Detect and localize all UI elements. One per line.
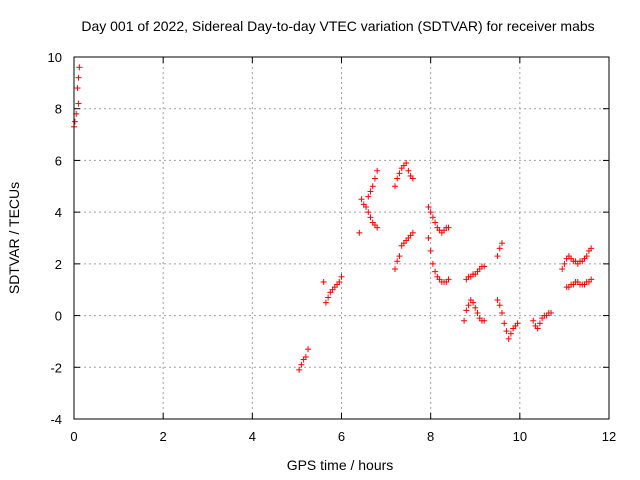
data-point — [322, 299, 329, 306]
data-point — [470, 299, 477, 306]
data-point — [445, 224, 452, 231]
data-point — [356, 229, 363, 236]
data-point — [403, 160, 410, 167]
data-point — [374, 224, 381, 231]
data-point — [405, 167, 412, 174]
data-point — [505, 335, 512, 342]
data-point — [336, 278, 343, 285]
data-point — [427, 209, 434, 216]
data-point — [394, 258, 401, 265]
data-point — [474, 309, 481, 316]
data-point — [363, 203, 370, 210]
data-point — [371, 175, 378, 182]
y-tick-label: 0 — [55, 309, 62, 324]
data-point — [429, 214, 436, 221]
data-point — [365, 209, 372, 216]
data-point — [465, 302, 472, 309]
data-point — [320, 278, 327, 285]
plot-frame — [73, 56, 610, 420]
data-point — [472, 304, 479, 311]
data-point — [548, 309, 555, 316]
data-point — [499, 309, 505, 316]
data-point — [481, 317, 488, 324]
data-point — [396, 253, 403, 260]
data-point — [298, 361, 305, 368]
data-point — [425, 203, 432, 210]
data-point — [496, 245, 503, 252]
y-tick-label: 8 — [55, 102, 62, 117]
x-tick-label: 2 — [160, 429, 167, 444]
tick-labels: 0 2 4 6 8 10 12 -4 -2 0 2 4 6 8 10 — [48, 50, 617, 444]
x-tick-label: 0 — [70, 429, 77, 444]
y-tick-label: 10 — [48, 50, 62, 65]
y-tick-label: 2 — [55, 257, 62, 272]
data-point — [325, 294, 332, 301]
data-point — [74, 85, 81, 92]
data-point — [530, 317, 537, 324]
y-axis-label: SDTVAR / TECUs — [6, 182, 22, 294]
data-point — [507, 330, 514, 337]
data-point — [536, 320, 543, 327]
data-point — [394, 175, 401, 182]
data-point — [75, 74, 82, 81]
data-point — [425, 235, 432, 241]
data-point — [427, 247, 434, 254]
x-axis-label: GPS time / hours — [287, 457, 394, 473]
data-point — [481, 263, 488, 270]
data-point — [514, 320, 521, 327]
data-point — [501, 320, 508, 327]
x-tick-label: 8 — [427, 429, 434, 444]
data-point — [561, 260, 568, 267]
data-point — [588, 276, 595, 283]
data-point — [338, 273, 345, 280]
data-point — [409, 175, 416, 182]
data-point — [302, 353, 309, 360]
chart-title: Day 001 of 2022, Sidereal Day-to-day VTE… — [81, 18, 594, 34]
data-point — [76, 64, 83, 71]
data-point — [71, 118, 78, 125]
data-point — [367, 188, 374, 195]
data-point — [392, 266, 398, 273]
data-point — [396, 170, 403, 177]
x-tick-label: 10 — [513, 429, 527, 444]
data-points — [71, 64, 595, 373]
data-point — [445, 276, 452, 283]
data-point — [305, 346, 312, 353]
x-tick-label: 6 — [338, 429, 345, 444]
data-point — [369, 183, 376, 190]
data-point — [499, 240, 505, 247]
y-tick-label: -4 — [50, 412, 62, 427]
data-point — [409, 229, 416, 236]
grid-lines — [73, 56, 610, 420]
data-point — [296, 366, 303, 373]
data-point — [494, 253, 501, 260]
data-point — [392, 183, 398, 190]
data-point — [75, 100, 82, 107]
data-point — [374, 167, 381, 174]
data-point — [494, 297, 501, 304]
data-point — [432, 268, 439, 275]
data-point — [432, 219, 439, 226]
y-tick-label: -2 — [50, 360, 62, 375]
data-point — [463, 307, 470, 314]
x-tick-label: 12 — [602, 429, 616, 444]
data-point — [559, 266, 566, 273]
data-point — [358, 196, 365, 203]
data-point — [588, 245, 595, 252]
data-point — [365, 193, 372, 200]
x-tick-label: 4 — [249, 429, 256, 444]
data-point — [496, 302, 503, 309]
data-point — [534, 325, 541, 332]
data-point — [429, 260, 436, 267]
data-point — [583, 253, 590, 260]
data-point — [367, 214, 374, 221]
data-point — [503, 328, 510, 335]
data-point — [461, 317, 468, 324]
y-tick-label: 6 — [55, 153, 62, 168]
y-tick-label: 4 — [55, 205, 62, 220]
